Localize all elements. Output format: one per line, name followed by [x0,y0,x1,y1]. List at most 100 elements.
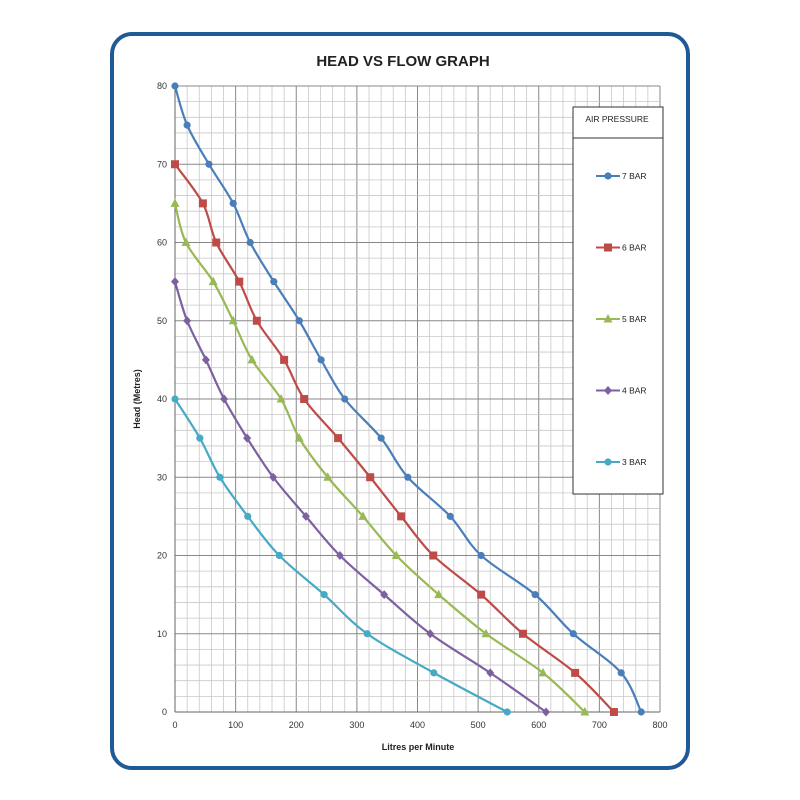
data-point [380,590,389,600]
data-point [580,707,590,716]
legend-label: 7 BAR [622,171,647,181]
data-point [301,511,310,521]
data-point [294,433,304,442]
y-tick-label: 40 [157,394,167,404]
data-point [571,668,580,677]
data-point [181,237,191,246]
data-point [363,630,371,638]
y-tick-label: 0 [162,707,167,717]
data-point [205,160,213,168]
data-point [486,668,495,678]
data-point [171,395,179,403]
legend-marker [604,386,612,395]
x-axis-label: Litres per Minute [382,742,455,752]
data-point [404,473,412,481]
data-point [170,198,180,207]
data-point [503,708,511,716]
data-point [477,551,485,560]
data-point [212,238,221,247]
x-tick-label: 800 [652,720,667,730]
y-tick-label: 20 [157,551,167,561]
data-point [358,511,368,520]
data-point [270,278,278,286]
series-3-bar [171,395,511,716]
data-point [320,591,328,599]
data-point [208,276,218,286]
data-point [244,512,252,520]
series-line [174,163,615,713]
data-point [246,238,254,247]
series-7-bar [171,82,645,716]
legend: AIR PRESSURE 7 BAR 6 BAR 5 BAR 4 BAR 3 BAR [572,106,664,495]
data-point [481,628,491,638]
data-point [531,591,539,599]
data-point [171,160,179,169]
data-point [196,434,204,442]
data-point [377,434,385,442]
y-axis-label: Head (Metres) [132,369,142,429]
y-tick-label: 30 [157,472,167,482]
legend-title: AIR PRESSURE [585,114,649,124]
data-point [171,82,179,90]
data-point [609,708,618,716]
chart-title: HEAD VS FLOW GRAPH [316,53,489,70]
x-tick-label: 100 [228,720,243,730]
series-6-bar [171,160,618,716]
data-point [538,667,548,677]
data-point [335,551,344,560]
data-point [569,630,577,638]
legend-marker [604,458,612,466]
data-point [220,394,229,404]
x-tick-label: 0 [172,720,177,730]
data-point [183,121,191,129]
legend-item-4-bar: 4 BAR [596,386,647,396]
y-tick-label: 70 [157,159,167,169]
legend-item-5-bar: 5 BAR [596,314,647,324]
data-point [366,473,375,482]
y-tick-label: 60 [157,238,167,248]
legend-item-3-bar: 3 BAR [596,457,647,467]
data-point [317,356,325,364]
data-point [637,708,645,716]
data-point [426,629,435,639]
data-point [216,473,224,481]
y-tick-label: 80 [157,81,167,91]
data-point [229,199,237,207]
data-point [434,589,444,599]
legend-item-7-bar: 7 BAR [596,171,647,181]
series-4-bar [171,277,551,717]
data-point [201,355,210,365]
legend-marker [604,243,612,252]
y-tick-label: 50 [157,316,167,326]
data-point [183,316,192,326]
data-point [334,434,343,443]
legend-marker [604,172,612,180]
data-point [430,669,438,677]
x-tick-label: 500 [471,720,486,730]
data-point [617,669,625,677]
data-point [323,472,333,481]
data-point [477,590,486,599]
data-point [295,317,303,325]
data-point [341,395,349,403]
data-point [247,354,257,364]
data-point [228,315,238,325]
x-tick-label: 700 [592,720,607,730]
data-point [280,355,289,364]
legend-label: 4 BAR [622,386,647,396]
x-tick-label: 400 [410,720,425,730]
data-point [198,199,207,208]
data-point [518,629,527,638]
data-point [446,512,454,520]
data-point [243,433,252,443]
data-point [542,707,551,717]
data-point [391,550,401,559]
data-point [235,277,244,286]
data-point [276,394,286,403]
data-point [171,277,179,287]
legend-label: 5 BAR [622,314,647,324]
data-point [252,316,261,325]
x-tick-label: 200 [289,720,304,730]
data-point [429,551,438,560]
